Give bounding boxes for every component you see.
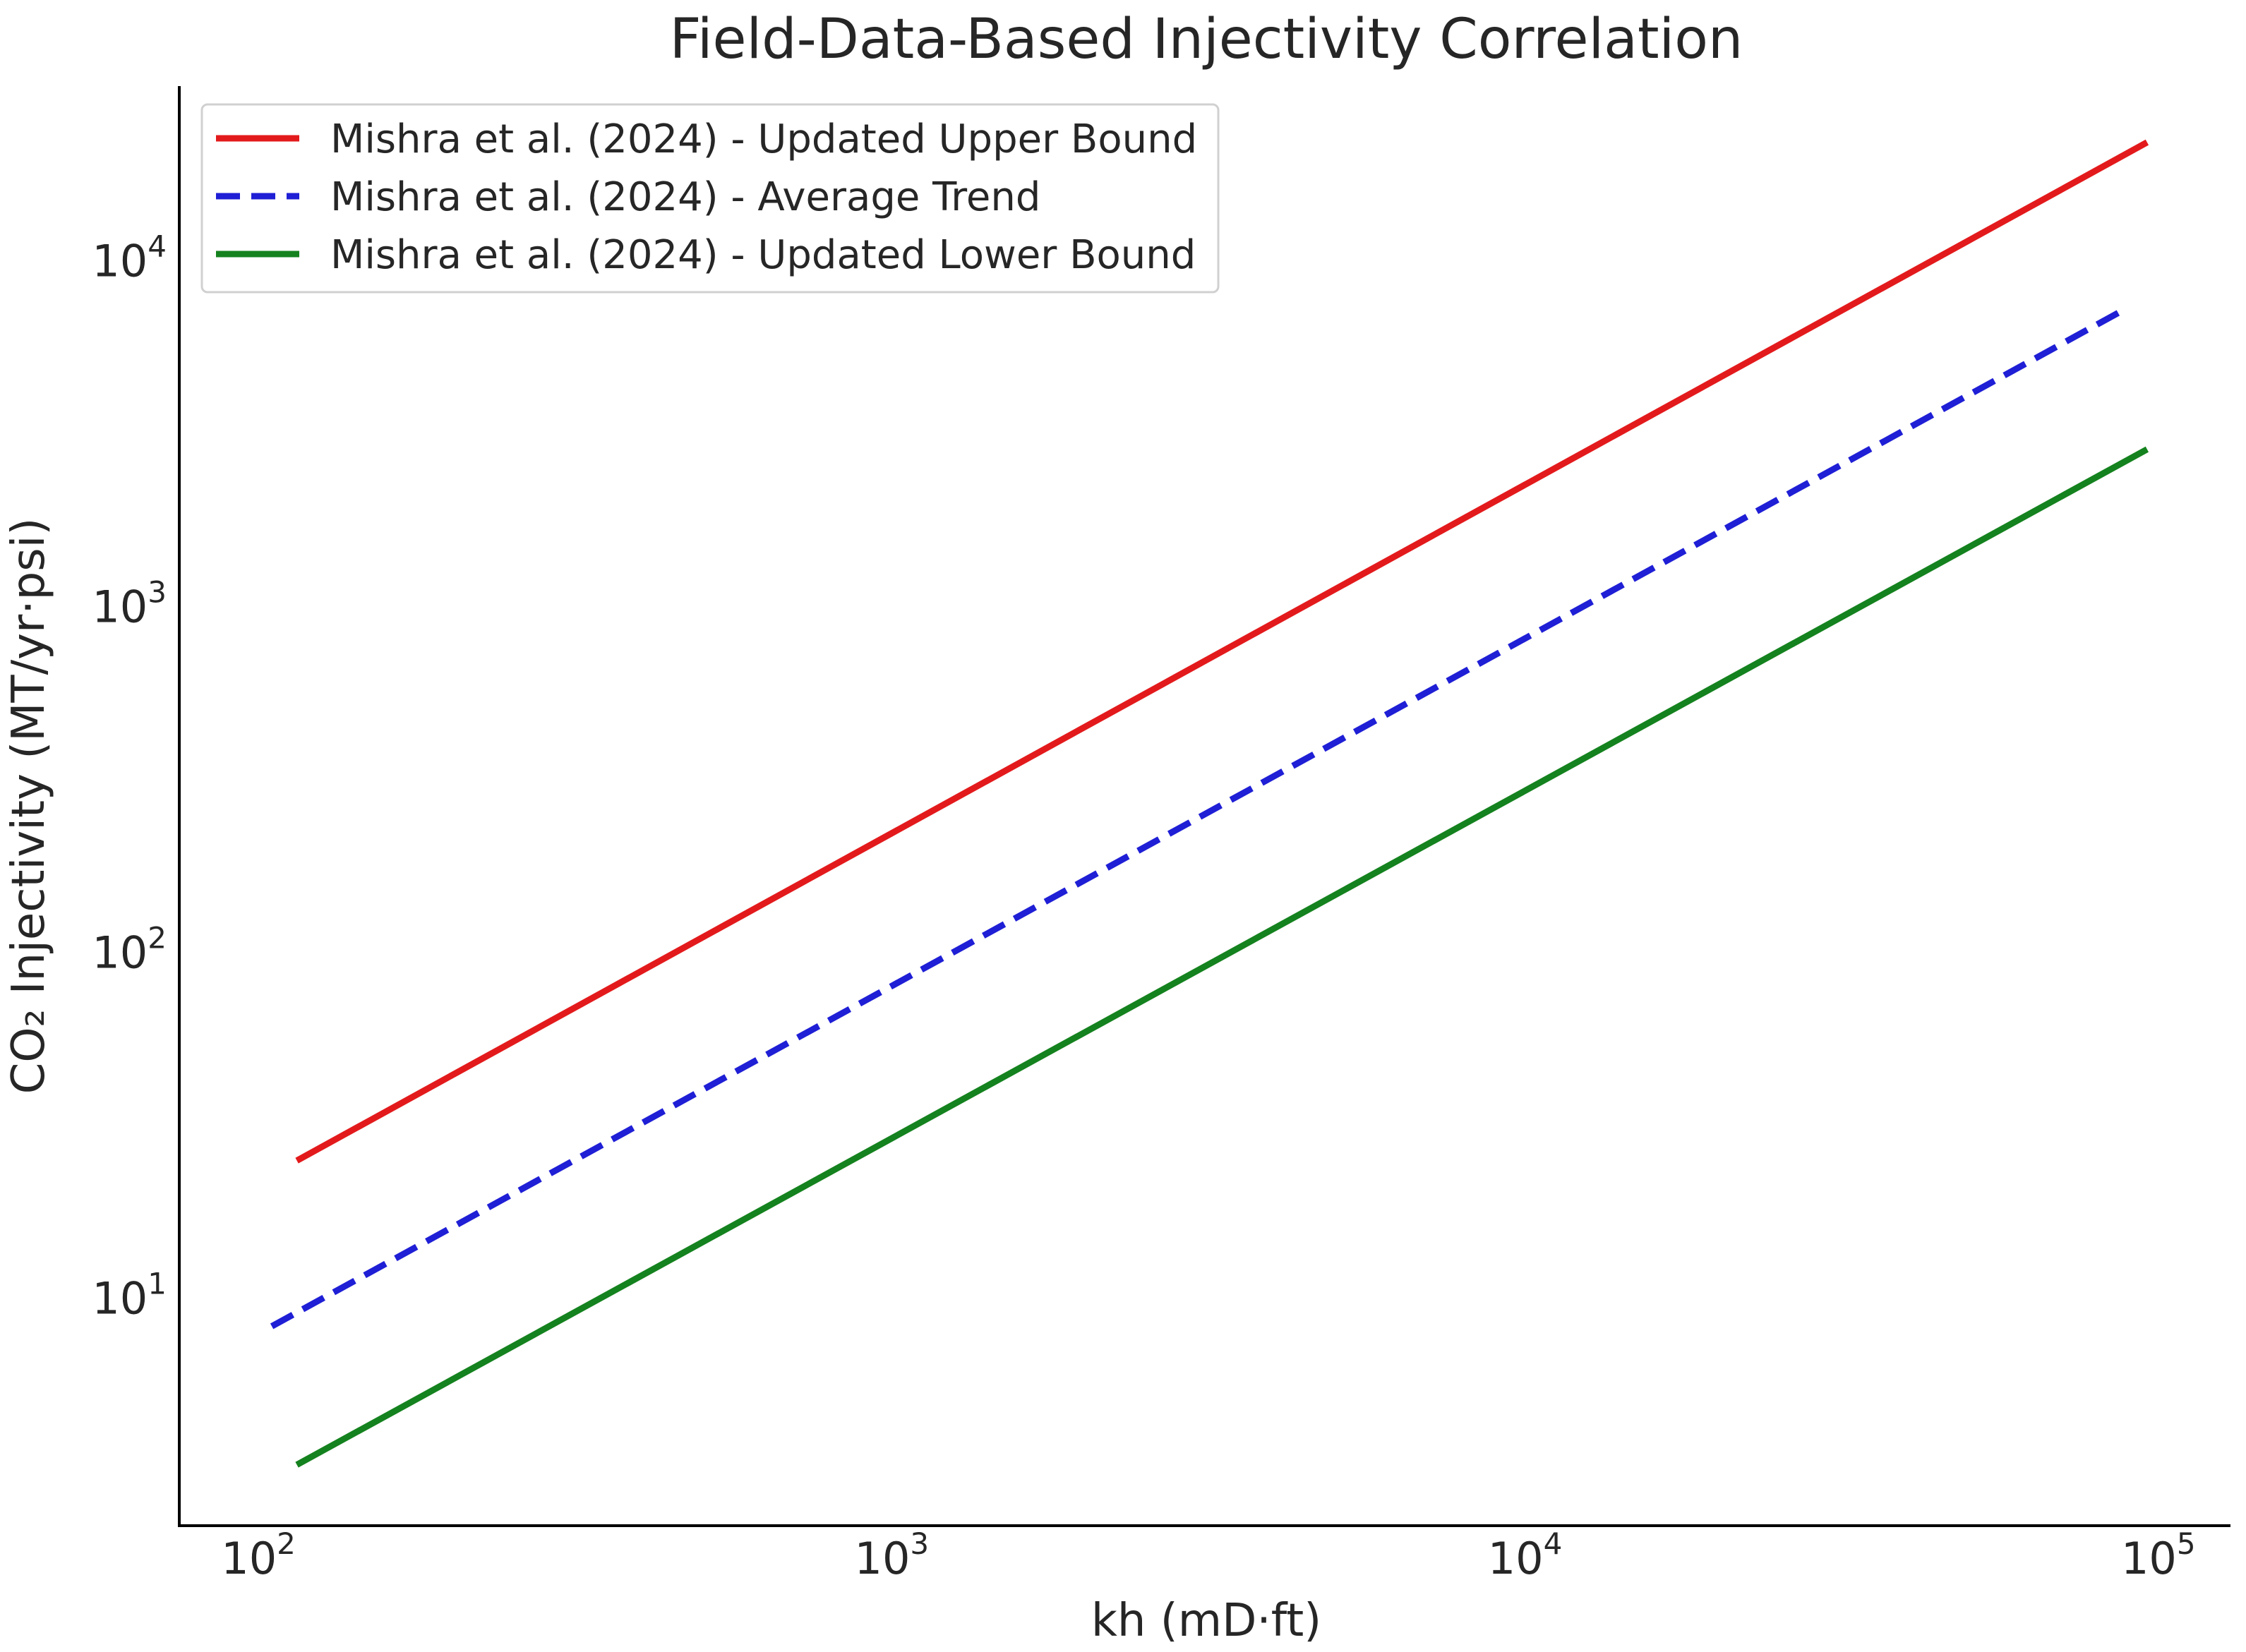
legend-label-2: Mishra et al. (2024) - Average Trend bbox=[330, 174, 1040, 220]
y-tick-label: 101 bbox=[92, 1267, 167, 1325]
x-tick-labels: 102 103 104 105 bbox=[221, 1526, 2195, 1584]
legend-label-3: Mishra et al. (2024) - Updated Lower Bou… bbox=[330, 232, 1196, 278]
legend-label-1: Mishra et al. (2024) - Updated Upper Bou… bbox=[330, 116, 1197, 162]
x-tick-label: 102 bbox=[221, 1526, 296, 1584]
x-tick-label: 105 bbox=[2121, 1526, 2196, 1584]
y-tick-label: 104 bbox=[92, 229, 167, 287]
axes bbox=[178, 86, 2230, 1527]
x-tick-label: 103 bbox=[855, 1526, 930, 1584]
legend: Mishra et al. (2024) - Updated Upper Bou… bbox=[200, 103, 1220, 294]
series-line-2 bbox=[270, 307, 2125, 1330]
series-line-3 bbox=[295, 446, 2149, 1468]
x-axis-label: kh (mD·ft) bbox=[1091, 1595, 1321, 1647]
series-line-1 bbox=[295, 139, 2149, 1164]
x-tick-label: 104 bbox=[1488, 1526, 1563, 1584]
y-tick-label: 103 bbox=[92, 575, 167, 633]
chart-title: Field-Data-Based Injectivity Correlation bbox=[670, 8, 1743, 71]
y-axis-label: CO₂ Injectivity (MT/yr·psi) bbox=[3, 518, 55, 1095]
y-tick-label: 102 bbox=[92, 921, 167, 979]
legend-box bbox=[200, 103, 1220, 294]
series-lines bbox=[270, 139, 2149, 1468]
y-tick-labels: 101 102 103 104 bbox=[92, 229, 167, 1325]
